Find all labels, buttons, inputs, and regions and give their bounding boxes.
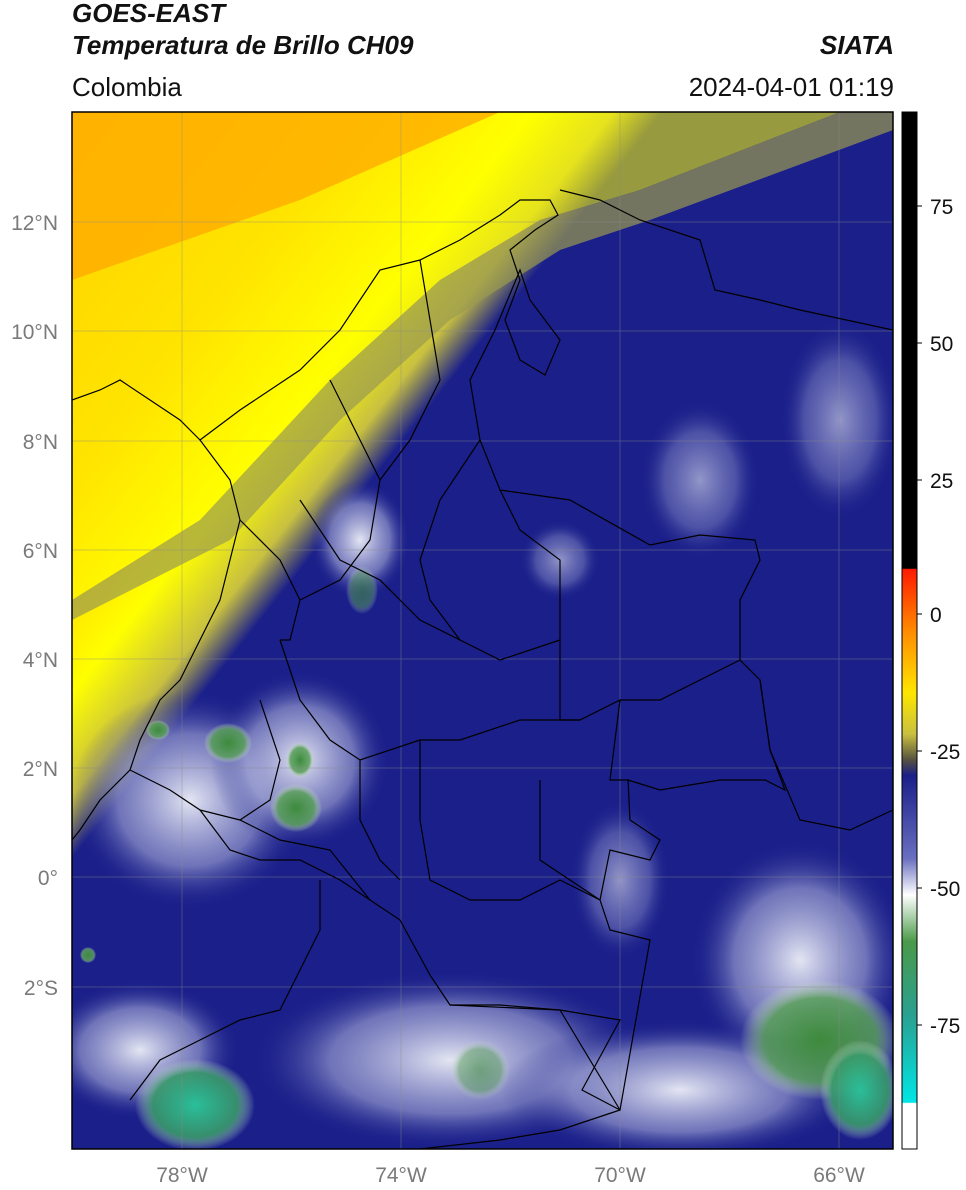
lat-label: 0°: [38, 867, 58, 890]
lat-label: 12°N: [11, 212, 58, 235]
colorbar-tick: 25: [930, 470, 953, 493]
lat-label: 2°S: [24, 977, 58, 1000]
lat-label: 10°N: [11, 321, 58, 344]
lat-label: 4°N: [23, 649, 58, 672]
satellite-title: GOES-EAST: [72, 0, 226, 28]
lat-label: 2°N: [23, 758, 58, 781]
colorbar-tick: 0: [930, 604, 942, 627]
colorbar-tick: -75: [930, 1015, 960, 1038]
lon-label: 66°W: [813, 1164, 865, 1187]
lon-label: 78°W: [156, 1164, 208, 1187]
gridlines: [72, 112, 893, 1149]
lat-label: 8°N: [23, 431, 58, 454]
lon-label: 74°W: [375, 1164, 427, 1187]
timestamp-label: 2024-04-01 01:19: [688, 72, 894, 102]
colorbar-scale: [901, 111, 918, 1150]
imagery-layer: [72, 112, 893, 1149]
map-frame: [71, 111, 894, 1150]
colorbar-tick: 75: [930, 196, 953, 219]
colorbar: 75 50 25 0 -25 -50 -75: [901, 111, 960, 1150]
lon-axis: 78°W 74°W 70°W 66°W: [156, 1164, 865, 1187]
lon-label: 70°W: [594, 1164, 646, 1187]
borders: [72, 189, 893, 1149]
lat-axis: 12°N 10°N 8°N 6°N 4°N 2°N 0° 2°S: [11, 212, 58, 1000]
lat-label: 6°N: [23, 540, 58, 563]
colorbar-tick: -25: [930, 741, 960, 764]
product-title: Temperatura de Brillo CH09: [72, 30, 414, 60]
colorbar-tick: -50: [930, 878, 960, 901]
organization-label: SIATA: [819, 30, 894, 60]
region-label: Colombia: [72, 72, 182, 102]
colorbar-tick: 50: [930, 333, 953, 356]
